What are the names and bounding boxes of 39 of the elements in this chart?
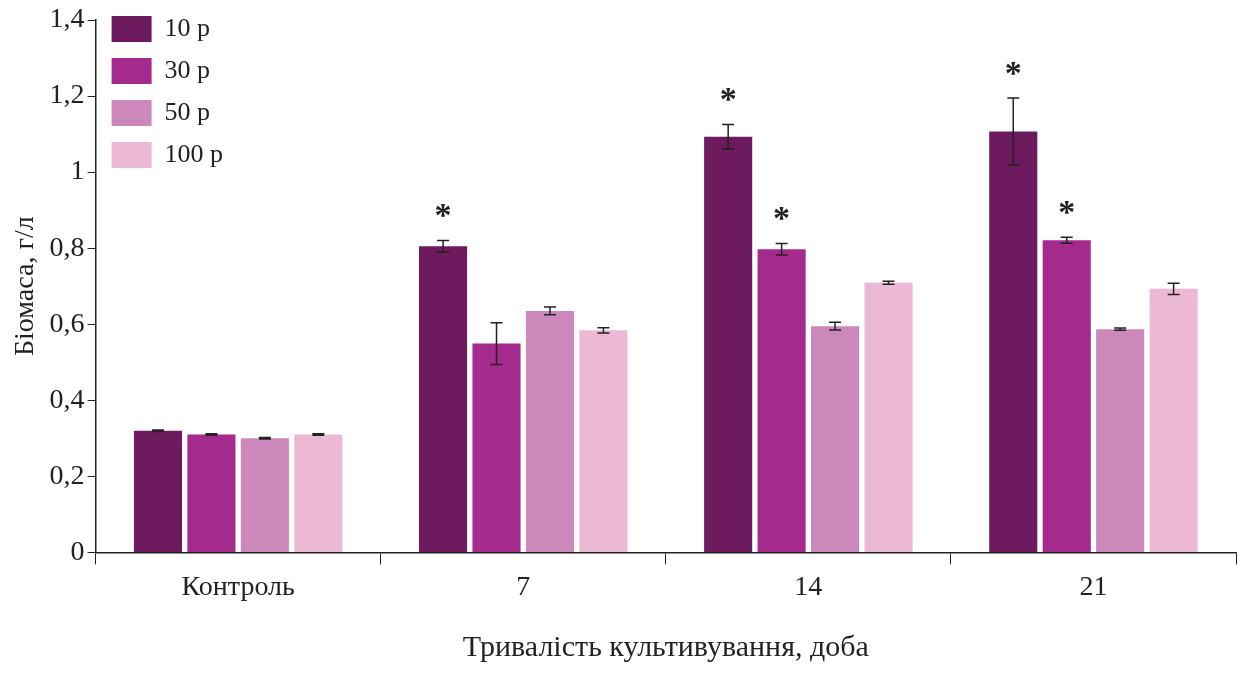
y-tick-label: 1 <box>70 154 85 186</box>
bar <box>1042 240 1091 552</box>
y-tick-label: 1,4 <box>49 2 85 34</box>
x-axis-title: Тривалість культивування, доба <box>462 628 869 662</box>
bar <box>757 249 806 552</box>
x-tick-label: Контроль <box>181 569 295 601</box>
data-label: * <box>434 196 452 234</box>
bar <box>579 330 628 552</box>
y-tick-label: 0,2 <box>49 458 85 490</box>
bar <box>187 434 236 552</box>
bar <box>472 343 521 552</box>
y-tick-label: 0,8 <box>49 230 85 262</box>
y-tick-label: 0 <box>70 534 85 566</box>
data-label: * <box>1004 53 1022 91</box>
bar <box>240 438 289 552</box>
bar <box>864 282 913 552</box>
data-label: * <box>773 199 791 237</box>
legend-label: 100 р <box>164 138 224 168</box>
y-tick-label: 1,2 <box>49 78 85 110</box>
data-label: * <box>1058 192 1076 230</box>
bar <box>704 136 753 552</box>
y-axis-title: Біомаса, г/л <box>8 216 40 357</box>
legend-label: 50 р <box>164 96 211 126</box>
y-tick-label: 0,4 <box>49 382 85 414</box>
x-tick-label: 14 <box>794 569 823 601</box>
bar <box>419 246 468 552</box>
bar <box>133 430 183 552</box>
data-label: * <box>719 80 737 118</box>
y-tick-label: 0,6 <box>49 306 85 338</box>
bar <box>1096 329 1145 552</box>
bar <box>989 131 1038 552</box>
bar <box>525 310 575 552</box>
legend-label: 10 р <box>164 12 211 42</box>
x-tick-label: 7 <box>516 569 531 601</box>
legend-label: 30 р <box>164 54 211 84</box>
bar <box>1149 288 1198 552</box>
x-tick-label: 21 <box>1079 569 1108 601</box>
bar <box>811 326 860 552</box>
bar <box>294 434 343 552</box>
